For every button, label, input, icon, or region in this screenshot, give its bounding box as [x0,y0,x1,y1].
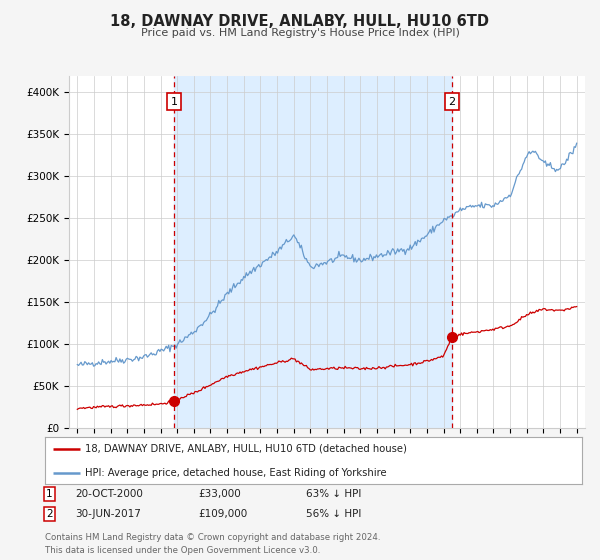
Text: 1: 1 [170,97,178,107]
Bar [174,76,452,428]
Text: 63% ↓ HPI: 63% ↓ HPI [306,489,361,499]
Text: 18, DAWNAY DRIVE, ANLABY, HULL, HU10 6TD: 18, DAWNAY DRIVE, ANLABY, HULL, HU10 6TD [110,14,490,29]
Text: 18, DAWNAY DRIVE, ANLABY, HULL, HU10 6TD (detached house): 18, DAWNAY DRIVE, ANLABY, HULL, HU10 6TD… [85,444,407,454]
Text: 20-OCT-2000: 20-OCT-2000 [75,489,143,499]
Text: Contains HM Land Registry data © Crown copyright and database right 2024.
This d: Contains HM Land Registry data © Crown c… [45,533,380,554]
Text: Price paid vs. HM Land Registry's House Price Index (HPI): Price paid vs. HM Land Registry's House … [140,28,460,38]
Text: 30-JUN-2017: 30-JUN-2017 [75,509,141,519]
Text: 56% ↓ HPI: 56% ↓ HPI [306,509,361,519]
Text: £109,000: £109,000 [198,509,247,519]
Text: 2: 2 [46,509,53,519]
Text: 1: 1 [46,489,53,499]
Text: £33,000: £33,000 [198,489,241,499]
Text: 2: 2 [448,97,455,107]
Text: HPI: Average price, detached house, East Riding of Yorkshire: HPI: Average price, detached house, East… [85,468,387,478]
